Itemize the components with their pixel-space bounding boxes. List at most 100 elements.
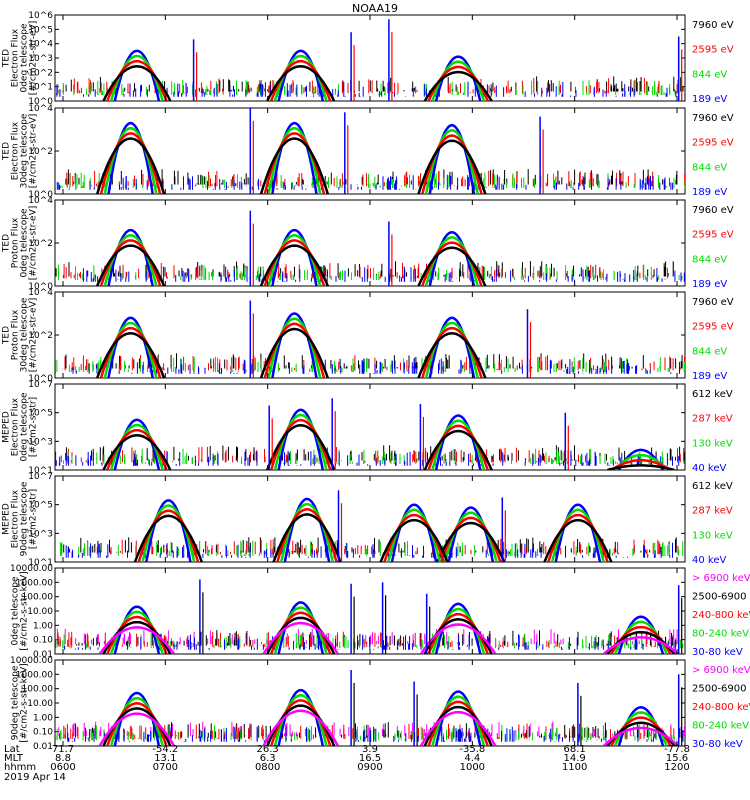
legend-entry: 130 keV (692, 438, 733, 449)
y-axis-label: [#/cm2-s-str-eV] (29, 206, 39, 281)
y-axis-label: 0deg telescope (20, 23, 30, 93)
panel-data (55, 210, 685, 286)
belt-pass (610, 459, 672, 470)
axis-hhmm-value: 1100 (562, 762, 587, 773)
y-tick-label: 10^2 (28, 331, 53, 341)
panel-data (56, 108, 685, 194)
belt-pass (102, 65, 172, 101)
panel-2: 10^0 10^2 10^4 TED Electron Flux 30deg telesc… (2, 104, 734, 200)
y-tick-label: 10^4 (28, 196, 53, 206)
panel-data (56, 19, 684, 101)
axis-lat-value: 68.1 (564, 744, 586, 755)
axis-mlt-value: 8.8 (55, 753, 71, 764)
series-noise-3 (59, 540, 684, 556)
panel-8: 0.01 0.10 1.00 10.00 100.00 1000.00 10000.0090… (10, 656, 750, 752)
legend-entry: > 6900 keV (692, 665, 750, 676)
axis-hhmm-value: 1000 (460, 762, 485, 773)
legend-entry: 7960 eV (692, 297, 734, 308)
panel-data (55, 579, 684, 654)
belt-pass (145, 499, 192, 562)
panel-6: 10^1 10^3 10^5 10^7 MEPED Electron Flux 90deg … (2, 472, 733, 568)
panel-1: 10^0 10^1 10^2 10^3 10^4 10^5 10^6 TED Electron … (2, 11, 734, 107)
belt-pass (98, 626, 176, 654)
y-tick-label: 10^1 (28, 466, 53, 476)
belt-pass (267, 126, 322, 194)
y-axis-label: 0deg telescope (20, 208, 30, 278)
y-tick-label: 10000.00 (10, 564, 53, 574)
axis-lat-value: 71.7 (52, 744, 74, 755)
panel-data (59, 490, 684, 562)
series-noise-3 (56, 356, 685, 372)
y-axis-label: TED (2, 49, 12, 68)
y-tick-label: 10^2 (28, 68, 53, 78)
legend-entry: 7960 eV (692, 205, 734, 216)
panel-data (55, 398, 685, 470)
legend-entry: 40 keV (692, 555, 726, 566)
y-tick-label: 10000.00 (10, 656, 53, 666)
y-tick-label: 10^2 (28, 147, 53, 157)
legend-entry: 2595 eV (692, 230, 734, 241)
y-tick-label: 0.10 (33, 728, 53, 738)
belt-pass (283, 497, 331, 562)
axis-mlt-value: 6.3 (260, 753, 276, 764)
axis-lat-value: -35.8 (459, 744, 485, 755)
legend-entry: 287 keV (692, 414, 733, 425)
axis-hhmm-value: 0900 (357, 762, 382, 773)
belt-pass (417, 139, 487, 194)
y-axis-label: 30deg telescope (20, 297, 30, 372)
series-noise-2 (60, 538, 679, 555)
date-label: 2019 Apr 14 (4, 772, 66, 783)
legend-entry: 844 eV (692, 254, 727, 265)
y-tick-label: 10^3 (28, 54, 53, 64)
legend-entry: 612 keV (692, 389, 733, 400)
legend-entry: 189 eV (692, 94, 727, 105)
belt-pass (267, 234, 322, 286)
axis-mlt-value: 15.6 (666, 753, 688, 764)
series-noise-4 (65, 542, 673, 558)
y-tick-label: 10^6 (28, 11, 53, 21)
belt-pass (107, 121, 154, 194)
y-tick-label: 1.00 (33, 621, 53, 631)
y-axis-label: MEPED (2, 411, 12, 443)
y-axis-label: 90deg telescope (11, 665, 21, 740)
belt-pass (424, 129, 479, 194)
y-axis-label: 0deg telescope (11, 576, 21, 646)
belt-pass (550, 508, 605, 562)
y-tick-label: 10^1 (28, 83, 53, 93)
series-noise-4 (56, 81, 677, 97)
belt-pass (102, 434, 172, 470)
legend-entry: 7960 eV (692, 113, 734, 124)
axis-mlt-value: 13.1 (154, 753, 176, 764)
legend-entry: 80-240 keV (692, 721, 749, 732)
belt-pass (277, 408, 325, 470)
legend-entry: 2500-6900 (692, 684, 747, 695)
y-axis-label: [#/cm2-s-str-keV] (20, 571, 30, 650)
y-axis-label: 0deg telescope (20, 392, 30, 462)
y-axis-label: Electron Flux (11, 28, 21, 87)
y-tick-label: 0.01 (33, 742, 53, 752)
y-axis-label: 30deg telescope (20, 113, 30, 188)
axis-lat-value: 26.3 (257, 744, 279, 755)
belt-pass (390, 503, 438, 562)
belt-pass (266, 65, 336, 101)
legend-entry: 189 eV (692, 279, 727, 290)
y-tick-label: 10.00 (27, 699, 53, 709)
axis-lat-value: -54.2 (152, 744, 178, 755)
belt-pass (98, 712, 176, 746)
belt-pass (103, 321, 158, 378)
y-tick-label: 10^5 (28, 501, 53, 511)
y-axis-label: [#/cm2-s-str-keV] (20, 663, 30, 742)
belt-pass (428, 123, 476, 194)
page-title: NOAA19 (351, 2, 399, 15)
belt-pass (262, 621, 339, 654)
legend-entry: 2595 eV (692, 138, 734, 149)
y-axis-label: Electron Flux (11, 397, 21, 456)
belt-pass (417, 332, 487, 378)
y-axis-label: [#/cm2-s-str-eV] (29, 21, 39, 96)
y-axis-label: Proton Flux (11, 309, 21, 360)
y-axis-label: 90deg telescope (20, 481, 30, 556)
y-tick-label: 10^4 (28, 104, 53, 114)
y-tick-label: 10^4 (28, 40, 53, 50)
axis-mlt-value: 14.9 (564, 753, 586, 764)
belt-pass (107, 316, 154, 378)
